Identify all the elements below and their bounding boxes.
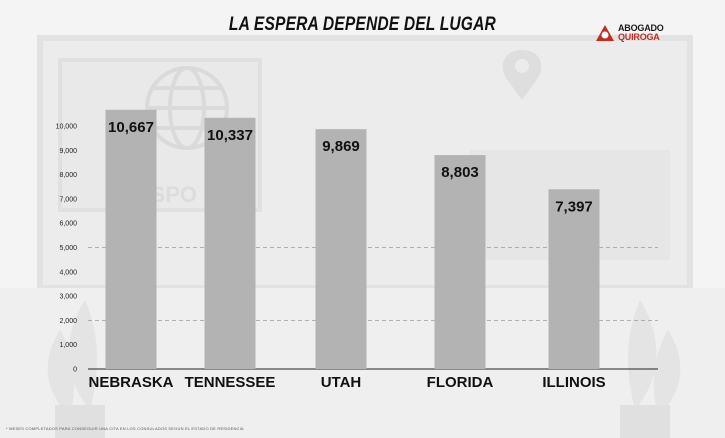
x-category-label: UTAH bbox=[321, 374, 362, 391]
logo-line-2: QUIROGA bbox=[618, 32, 660, 42]
y-tick-label: 6,000 bbox=[59, 221, 77, 228]
x-category-label: ILLINOIS bbox=[542, 374, 605, 391]
chart-title: LA ESPERA DEPENDE DEL LUGAR bbox=[228, 14, 496, 35]
bar-value-label: 8,803 bbox=[441, 164, 479, 181]
bar-value-label: 10,667 bbox=[108, 119, 154, 136]
y-tick-label: 3,000 bbox=[59, 294, 77, 301]
x-category-label: FLORIDA bbox=[427, 374, 494, 391]
bar-value-label: 7,397 bbox=[555, 198, 593, 215]
y-tick-label: 10,000 bbox=[56, 124, 78, 131]
footnote: * MESES COMPLETADOS PARA CONSEGUIR UNA C… bbox=[6, 426, 244, 431]
bar bbox=[105, 109, 157, 369]
bar bbox=[548, 189, 600, 369]
y-tick-label: 7,000 bbox=[59, 196, 77, 203]
y-tick-label: 2,000 bbox=[59, 318, 77, 325]
y-tick-label: 0 bbox=[73, 367, 77, 374]
logo-line-1: ABOGADO bbox=[618, 23, 664, 33]
bar-value-label: 10,337 bbox=[207, 127, 253, 144]
globe-icon bbox=[145, 66, 229, 150]
bar-value-label: 9,869 bbox=[322, 138, 360, 155]
y-tick-label: 1,000 bbox=[59, 342, 77, 349]
y-tick-label: 9,000 bbox=[59, 148, 77, 155]
x-category-label: NEBRASKA bbox=[88, 374, 173, 391]
plant-icon bbox=[47, 300, 681, 438]
bar bbox=[434, 155, 486, 369]
y-tick-label: 5,000 bbox=[59, 245, 77, 252]
location-pin-icon bbox=[502, 50, 542, 100]
bar bbox=[315, 129, 367, 369]
y-tick-label: 8,000 bbox=[59, 172, 77, 179]
bar bbox=[204, 117, 256, 369]
y-tick-label: 4,000 bbox=[59, 269, 77, 276]
lawyer-logo-icon bbox=[596, 25, 614, 41]
brand-logo: ABOGADO QUIROGA bbox=[594, 18, 704, 44]
x-category-label: TENNESSEE bbox=[185, 374, 276, 391]
